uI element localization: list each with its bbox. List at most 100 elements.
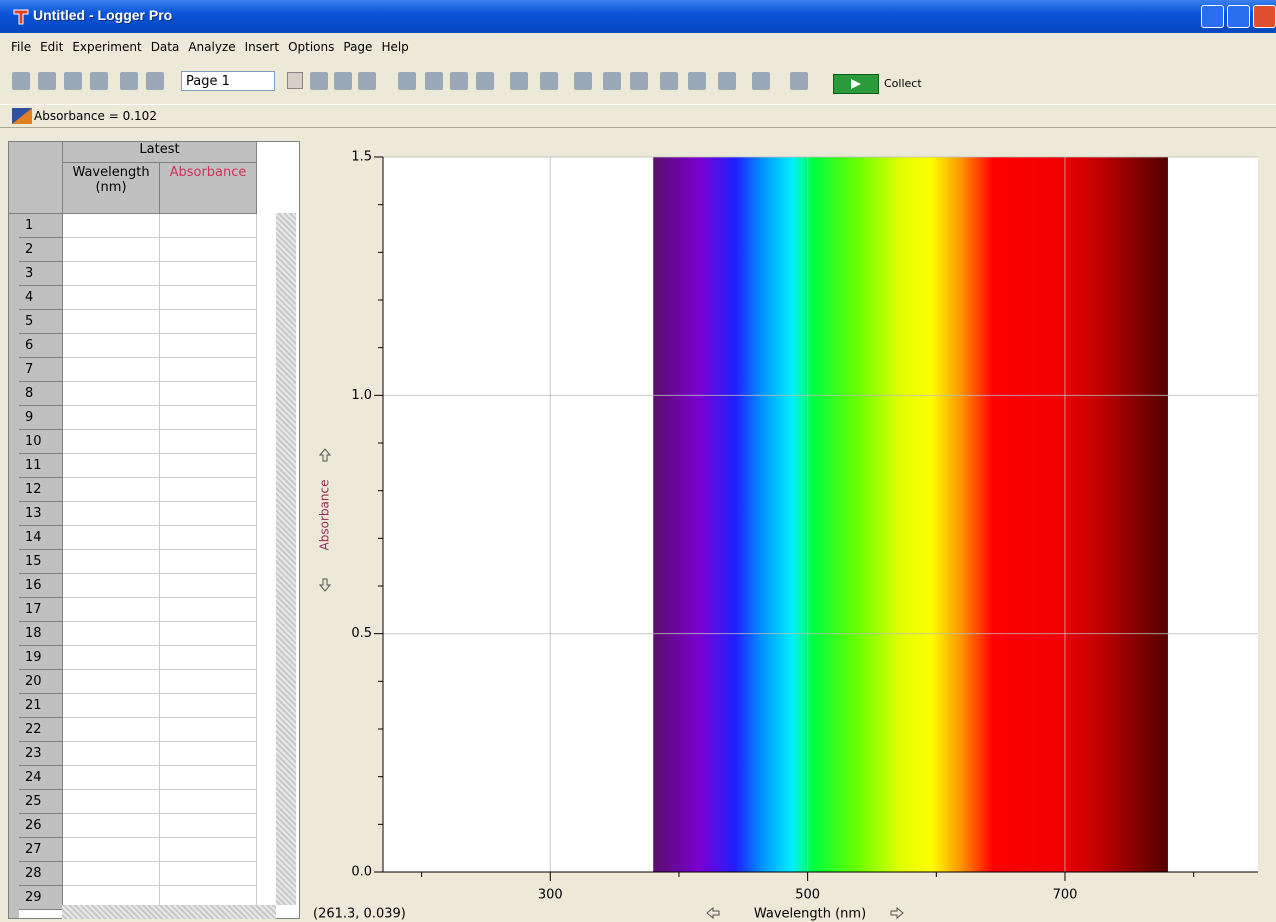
collect-label[interactable]: Collect xyxy=(884,77,922,90)
table-cell[interactable] xyxy=(160,766,257,790)
table-cell[interactable] xyxy=(63,286,160,310)
table-cell[interactable] xyxy=(63,334,160,358)
table-cell[interactable] xyxy=(160,646,257,670)
table-cell[interactable] xyxy=(63,502,160,526)
page-select[interactable]: Page 1 xyxy=(181,71,275,91)
table-cell[interactable] xyxy=(160,334,257,358)
table-cell[interactable] xyxy=(160,838,257,862)
table-cell[interactable] xyxy=(160,478,257,502)
toolbar-icon[interactable] xyxy=(660,72,678,90)
menu-item[interactable]: Edit xyxy=(40,40,63,54)
table-cell[interactable] xyxy=(160,742,257,766)
toolbar-icon[interactable] xyxy=(398,72,416,90)
table-cell[interactable] xyxy=(160,814,257,838)
table-cell[interactable] xyxy=(160,574,257,598)
table-cell[interactable] xyxy=(63,382,160,406)
toolbar-icon[interactable] xyxy=(603,72,621,90)
toolbar-icon[interactable] xyxy=(310,72,328,90)
table-cell[interactable] xyxy=(63,718,160,742)
toolbar-icon[interactable] xyxy=(574,72,592,90)
table-cell[interactable] xyxy=(160,310,257,334)
minimize-button[interactable] xyxy=(1201,5,1224,28)
table-cell[interactable] xyxy=(160,598,257,622)
vertical-scrollbar[interactable] xyxy=(276,213,296,905)
menu-item[interactable]: File xyxy=(11,40,31,54)
toolbar-icon[interactable] xyxy=(688,72,706,90)
toolbar-icon[interactable] xyxy=(38,72,56,90)
table-cell[interactable] xyxy=(160,718,257,742)
table-cell[interactable] xyxy=(63,838,160,862)
table-cell[interactable] xyxy=(63,406,160,430)
table-cell[interactable] xyxy=(160,238,257,262)
collect-button[interactable] xyxy=(833,74,879,94)
table-cell[interactable] xyxy=(160,790,257,814)
toolbar-icon[interactable] xyxy=(540,72,558,90)
table-cell[interactable] xyxy=(160,526,257,550)
page-dropdown[interactable] xyxy=(287,72,303,89)
table-cell[interactable] xyxy=(160,406,257,430)
table-cell[interactable] xyxy=(160,262,257,286)
table-cell[interactable] xyxy=(63,430,160,454)
toolbar-icon[interactable] xyxy=(334,72,352,90)
table-cell[interactable] xyxy=(160,694,257,718)
table-cell[interactable] xyxy=(63,622,160,646)
toolbar-icon[interactable] xyxy=(146,72,164,90)
table-cell[interactable] xyxy=(160,862,257,886)
table-cell[interactable] xyxy=(160,382,257,406)
table-cell[interactable] xyxy=(63,646,160,670)
table-cell[interactable] xyxy=(63,526,160,550)
table-cell[interactable] xyxy=(63,766,160,790)
table-cell[interactable] xyxy=(160,502,257,526)
table-cell[interactable] xyxy=(63,574,160,598)
table-cell[interactable] xyxy=(160,670,257,694)
table-cell[interactable] xyxy=(63,670,160,694)
toolbar-icon[interactable] xyxy=(476,72,494,90)
toolbar-icon[interactable] xyxy=(120,72,138,90)
table-cell[interactable] xyxy=(160,550,257,574)
table-cell[interactable] xyxy=(63,238,160,262)
table-cell[interactable] xyxy=(160,358,257,382)
row-number: 6 xyxy=(19,334,63,358)
toolbar-icon[interactable] xyxy=(510,72,528,90)
table-cell[interactable] xyxy=(63,694,160,718)
toolbar-icon[interactable] xyxy=(358,72,376,90)
table-cell[interactable] xyxy=(63,790,160,814)
toolbar-icon[interactable] xyxy=(718,72,736,90)
toolbar-icon[interactable] xyxy=(790,72,808,90)
table-cell[interactable] xyxy=(63,358,160,382)
close-button[interactable] xyxy=(1253,5,1276,28)
table-cell[interactable] xyxy=(63,214,160,238)
toolbar-icon[interactable] xyxy=(12,72,30,90)
table-cell[interactable] xyxy=(63,862,160,886)
table-cell[interactable] xyxy=(160,454,257,478)
restore-button[interactable] xyxy=(1227,5,1250,28)
table-cell[interactable] xyxy=(160,430,257,454)
table-cell[interactable] xyxy=(63,310,160,334)
table-cell[interactable] xyxy=(160,286,257,310)
table-cell[interactable] xyxy=(160,214,257,238)
table-cell[interactable] xyxy=(63,550,160,574)
table-cell[interactable] xyxy=(63,742,160,766)
menu-item[interactable]: Analyze xyxy=(188,40,235,54)
menu-item[interactable]: Page xyxy=(343,40,372,54)
table-cell[interactable] xyxy=(160,622,257,646)
menu-item[interactable]: Help xyxy=(381,40,408,54)
toolbar-icon[interactable] xyxy=(90,72,108,90)
toolbar-icon[interactable] xyxy=(752,72,770,90)
table-cell[interactable] xyxy=(63,262,160,286)
table-cell[interactable] xyxy=(63,478,160,502)
menu-item[interactable]: Options xyxy=(288,40,334,54)
toolbar-icon[interactable] xyxy=(630,72,648,90)
toolbar-icon[interactable] xyxy=(450,72,468,90)
toolbar-icon[interactable] xyxy=(64,72,82,90)
menu-item[interactable]: Experiment xyxy=(72,40,141,54)
menu-item[interactable]: Data xyxy=(151,40,180,54)
table-cell[interactable] xyxy=(63,454,160,478)
horizontal-scrollbar[interactable] xyxy=(62,905,276,919)
table-cell[interactable] xyxy=(63,814,160,838)
menu-item[interactable]: Insert xyxy=(245,40,279,54)
row-number: 25 xyxy=(19,790,63,814)
column-header: Wavelength (nm) xyxy=(63,163,160,214)
table-cell[interactable] xyxy=(63,598,160,622)
toolbar-icon[interactable] xyxy=(425,72,443,90)
